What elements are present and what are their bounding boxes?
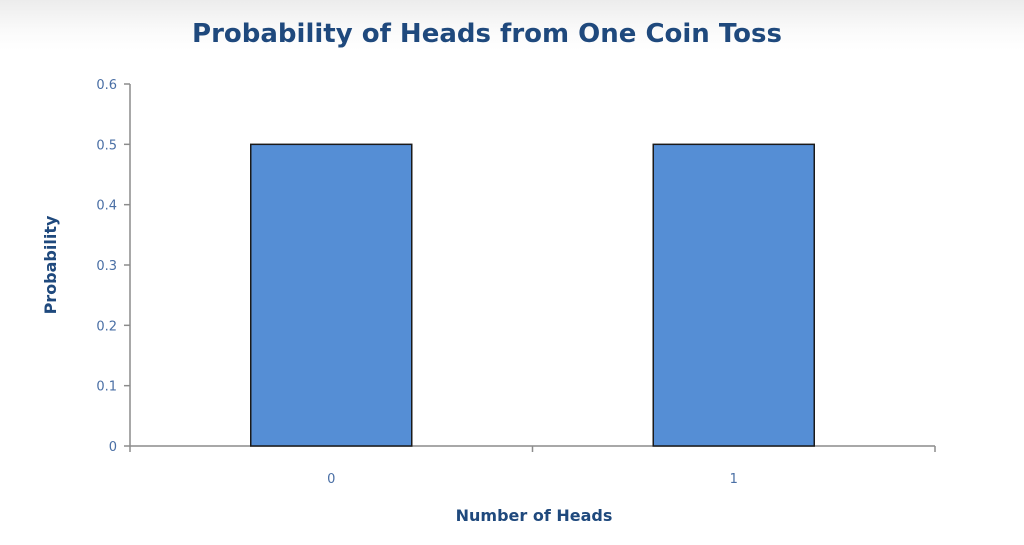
y-tick-label: 0.1 (96, 380, 117, 395)
x-axis-label: Number of Heads (456, 506, 613, 525)
x-tick-label: 1 (730, 472, 738, 487)
y-tick-label: 0 (109, 440, 117, 455)
bar-1 (652, 143, 815, 447)
y-tick-label: 0.5 (96, 138, 117, 153)
y-tick-label: 0.4 (96, 199, 117, 214)
y-tick-label: 0.2 (96, 319, 117, 334)
chart-title: Probability of Heads from One Coin Toss (192, 19, 782, 49)
x-tick-label: 0 (327, 472, 335, 487)
y-axis-label: Probability (41, 215, 60, 314)
y-tick-label: 0.6 (96, 78, 117, 93)
bar-0 (250, 143, 413, 447)
y-tick-label: 0.3 (96, 259, 117, 274)
